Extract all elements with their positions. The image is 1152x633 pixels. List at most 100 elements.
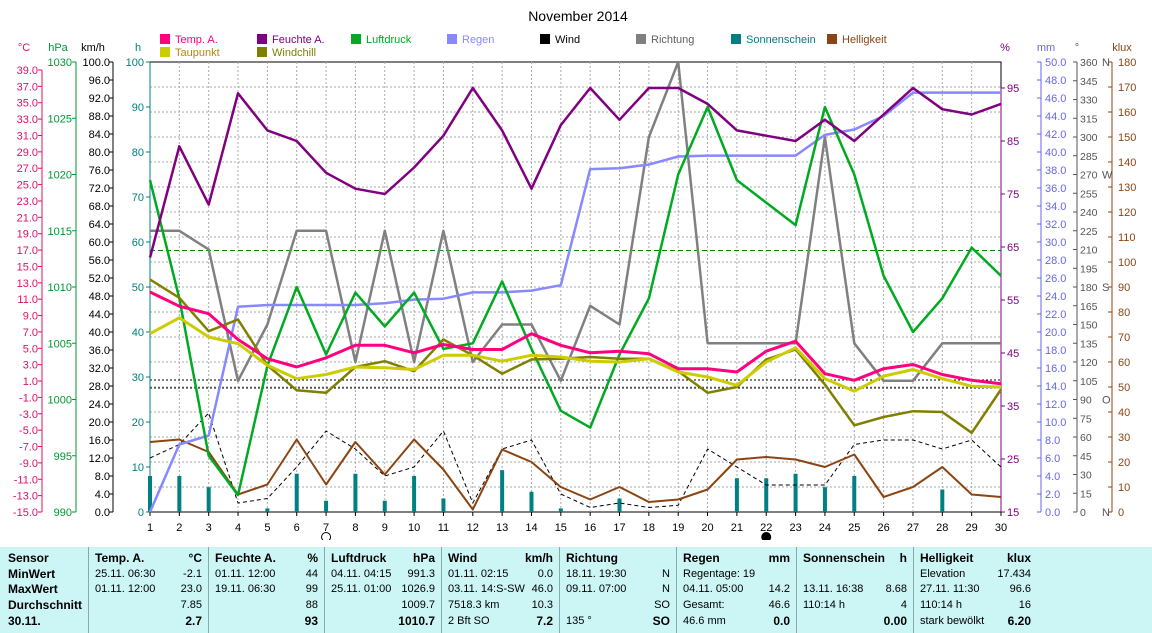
wind-axis-tick-label: 4.0 (95, 489, 110, 501)
series-line-luftdruck (148, 105, 1002, 497)
x-tick-label: 16 (584, 522, 596, 534)
temp-axis: 39.0 37.0 35.0 33.0 31.0 29.0 27.0 25.0 23.0 21.0… (13, 65, 43, 519)
wind-axis-tick-label: 48.0 (89, 291, 110, 303)
pressure-axis-tick-label: 1030 (48, 57, 72, 69)
wind-axis-tick-label: 84.0 (89, 129, 110, 141)
rain-axis-tick-label: 40.0 (1045, 147, 1066, 159)
temp-axis-tick-label: 29.0 (17, 147, 38, 159)
legend-swatch (447, 34, 457, 44)
light-axis-tick-label: 110 (1118, 232, 1136, 244)
humidity-axis-tick-label: 35 (1007, 401, 1019, 413)
sunshine-axis-tick-label: 20 (132, 417, 144, 429)
stat-cell-value: 10.3 (531, 599, 553, 611)
stat-cell-value: 46.6 (768, 599, 790, 611)
temp-axis-tick-label: 35.0 (17, 98, 38, 110)
sunshine-bar (265, 508, 270, 512)
light-axis-tick-label: 90 (1118, 282, 1130, 294)
stat-cell-label: stark bewölkt (920, 615, 985, 627)
stat-row: SO (560, 598, 676, 613)
temp-axis-tick-label: 27.0 (17, 163, 38, 175)
stat-cell-label: 25.11. 01:00 (331, 583, 392, 595)
x-tick-label: 8 (352, 522, 358, 534)
stat-column-5: Regen mm Regentage: 19 04.11. 05:00 14.2 Gesa… (676, 547, 796, 633)
temp-axis-tick-label: 9.0 (23, 311, 38, 323)
wind-axis-tick-label: 88.0 (89, 111, 110, 123)
stat-row: stark bewölkt 6.20 (914, 614, 1037, 629)
stat-cell-value: 44 (305, 568, 318, 580)
stat-row: 110:14 h 16 (914, 598, 1037, 613)
rain-axis-tick-label: 0.0 (1045, 507, 1060, 519)
rain-axis-tick-label: 34.0 (1045, 201, 1066, 213)
x-tick-label: 23 (789, 522, 801, 534)
axis-unit-light_klux: klux (1112, 42, 1132, 54)
legend-swatch (160, 47, 170, 57)
sunshine-axis-tick-label: 30 (132, 372, 144, 384)
direction-axis-tick-label: 285 (1080, 151, 1098, 163)
x-tick-label: 19 (672, 522, 684, 534)
rain-axis-tick-label: 2.0 (1045, 489, 1060, 501)
rain-axis: 50.0 48.0 46.0 44.0 42.0 40.0 38.0 36.0 34.0 32.0… (1037, 57, 1066, 519)
chart-legend: Temp. A. Feuchte A. Luftdruck Regen Wind Rich… (160, 34, 887, 59)
stat-cell-value: 16 (1018, 599, 1031, 611)
x-tick-label: 6 (294, 522, 300, 534)
x-tick-label: 27 (907, 522, 919, 534)
rain-axis-tick-label: 20.0 (1045, 327, 1066, 339)
x-tick-label: 12 (467, 522, 479, 534)
stat-column-unit: °C (188, 551, 202, 565)
stat-cell-label: 135 ° (566, 615, 592, 627)
light-axis-tick-label: 30 (1118, 432, 1130, 444)
stat-row: 27.11. 11:30 96.6 (914, 582, 1037, 597)
rain-axis-tick-label: 10.0 (1045, 417, 1066, 429)
direction-axis-tick-label: 240 (1080, 207, 1098, 219)
legend-entry: Luftdruck (366, 34, 412, 46)
sunshine-axis-tick-label: 100 (126, 57, 144, 69)
sunshine-bars (148, 470, 945, 512)
wind-axis-tick-label: 80.0 (89, 147, 110, 159)
sunshine-bar (734, 478, 739, 512)
sunshine-axis-tick-label: 80 (132, 147, 144, 159)
x-tick-label: 10 (408, 522, 420, 534)
temp-axis-tick-label: -13.0 (13, 491, 38, 503)
light-axis-tick-label: 40 (1118, 407, 1130, 419)
temp-axis-tick-label: -5.0 (19, 425, 38, 437)
temp-axis-tick-label: 13.0 (17, 278, 38, 290)
sunshine-bar (177, 476, 182, 512)
stat-row: 93 (209, 614, 324, 629)
x-tick-label: 26 (877, 522, 889, 534)
rain-axis-tick-label: 36.0 (1045, 183, 1066, 195)
stat-row: 7.85 (89, 598, 208, 613)
rain-axis-tick-label: 44.0 (1045, 111, 1066, 123)
legend-swatch (827, 34, 837, 44)
weather-chart: November 2014 Temp. A. Feuchte A. Luftdruc… (13, 8, 1136, 540)
x-tick-label: 24 (819, 522, 831, 534)
sunshine-axis-tick-label: 50 (132, 282, 144, 294)
light-axis-tick-label: 80 (1118, 307, 1130, 319)
x-tick-label: 1 (147, 522, 153, 534)
wind-axis-tick-label: 0.0 (95, 507, 110, 519)
sunshine-bar (148, 476, 152, 512)
sunshine-bar (324, 500, 329, 512)
legend-swatch (257, 34, 267, 44)
chart-grid (149, 61, 1002, 513)
legend-swatch (636, 34, 646, 44)
direction-axis-tick-label: 90 (1080, 395, 1092, 407)
stat-row: 18.11. 19:30 N (560, 567, 676, 582)
rain-axis-tick-label: 50.0 (1045, 57, 1066, 69)
temp-axis-tick-label: 17.0 (17, 245, 38, 257)
stat-column-title: Helligkeit (920, 551, 974, 565)
wind-axis-tick-label: 8.0 (95, 471, 110, 483)
sunshine-bar (500, 470, 505, 512)
series-line-temp-a (149, 290, 1002, 386)
axis-unit-temp_c: °C (18, 42, 30, 54)
rain-axis-tick-label: 12.0 (1045, 399, 1066, 411)
stat-cell-value: 96.6 (1009, 583, 1031, 595)
light-axis-tick-label: 10 (1118, 482, 1130, 494)
stat-cell-value: N (662, 568, 670, 580)
axis-unit-sun_h: h (135, 42, 141, 54)
temp-axis-tick-label: -9.0 (19, 458, 38, 470)
wind-axis-tick-label: 72.0 (89, 183, 110, 195)
x-tick-label: 9 (382, 522, 388, 534)
stat-row: 25.11. 01:00 1026.9 (325, 582, 441, 597)
legend-swatch (351, 34, 361, 44)
rain-axis-tick-label: 48.0 (1045, 75, 1066, 87)
